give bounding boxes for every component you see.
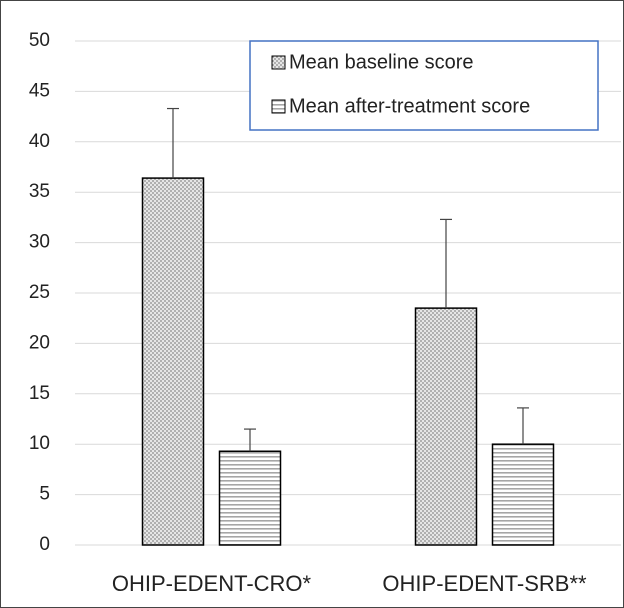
bar [218,450,282,546]
legend-label: Mean baseline score [289,51,474,73]
y-tick-label: 35 [29,181,50,202]
x-tick-label: OHIP-EDENT-SRB** [382,571,587,596]
y-tick-label: 50 [29,30,50,51]
y-tick-label: 0 [39,534,50,555]
bar [414,307,478,546]
legend-label: Mean after-treatment score [289,95,530,117]
y-tick-label: 5 [39,484,50,505]
x-tick-label: OHIP-EDENT-CRO* [112,571,312,596]
y-tick-label: 20 [29,332,50,353]
legend-swatch [271,55,286,70]
y-tick-label: 40 [29,131,50,152]
legend-swatch [271,99,286,114]
bar [141,177,205,546]
y-tick-label: 15 [29,383,50,404]
bar [491,443,555,546]
y-tick-label: 30 [29,232,50,253]
legend-box [249,40,599,131]
y-tick-label: 45 [29,80,50,101]
y-tick-label: 10 [29,433,50,454]
y-tick-label: 25 [29,282,50,303]
